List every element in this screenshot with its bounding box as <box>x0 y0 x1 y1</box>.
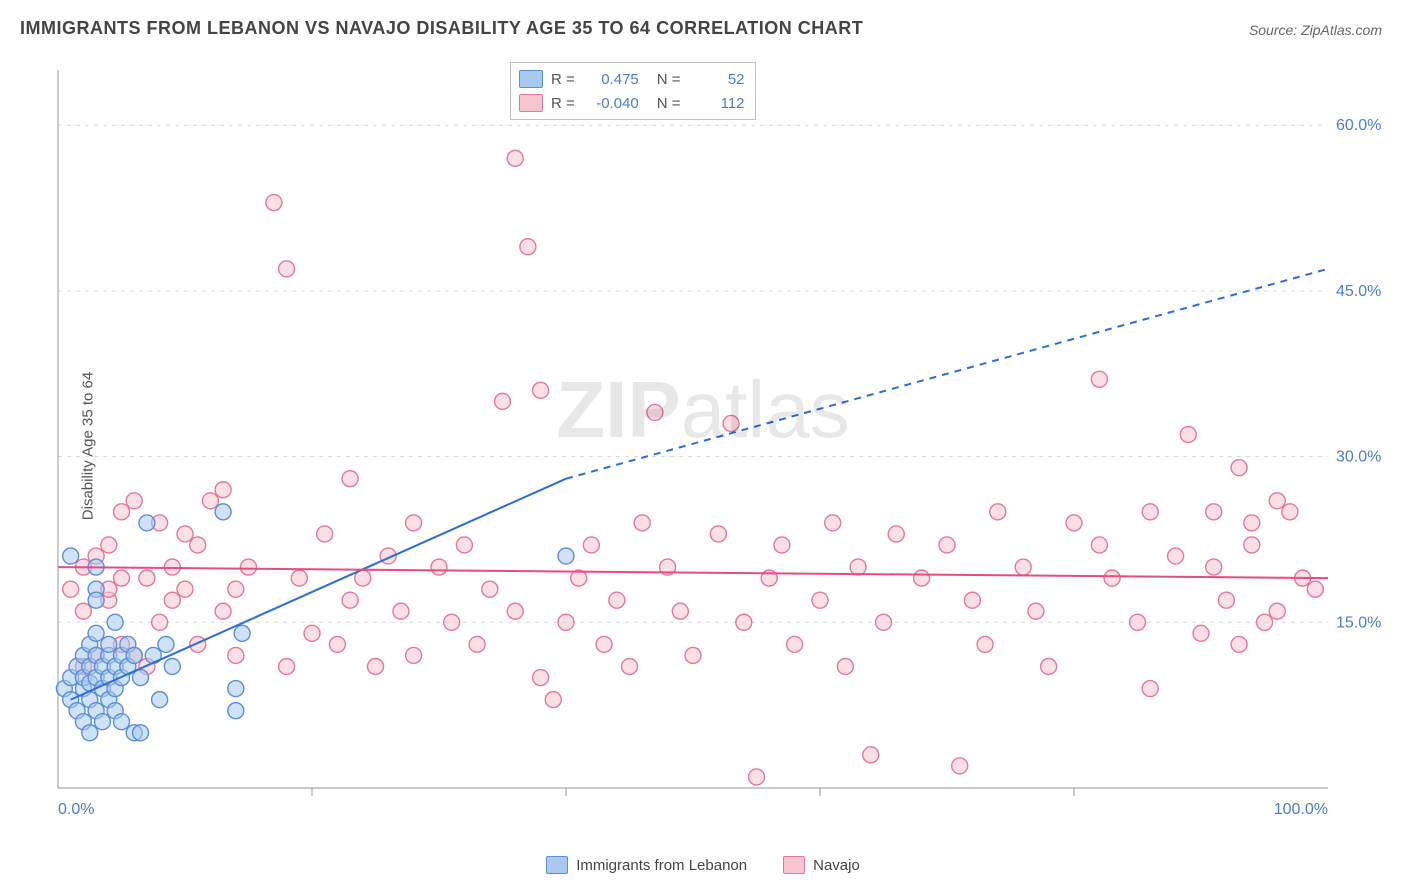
svg-text:0.0%: 0.0% <box>58 801 94 818</box>
stat-r-label: R = <box>551 71 575 88</box>
swatch-icon <box>783 856 805 874</box>
svg-text:100.0%: 100.0% <box>1274 801 1328 818</box>
swatch-icon <box>519 70 543 88</box>
stats-row: R = 0.475 N = 52 <box>519 67 745 91</box>
swatch-icon <box>519 94 543 112</box>
stats-row: R = -0.040 N = 112 <box>519 91 745 115</box>
legend-item: Navajo <box>783 856 860 874</box>
legend-label: Immigrants from Lebanon <box>576 857 747 874</box>
svg-text:30.0%: 30.0% <box>1336 449 1381 466</box>
stat-r-value: -0.040 <box>583 95 639 112</box>
legend-label: Navajo <box>813 857 860 874</box>
stat-n-value: 112 <box>689 95 745 112</box>
svg-text:15.0%: 15.0% <box>1336 614 1381 631</box>
stat-n-label: N = <box>657 71 681 88</box>
stat-r-value: 0.475 <box>583 71 639 88</box>
stat-n-label: N = <box>657 95 681 112</box>
svg-text:45.0%: 45.0% <box>1336 283 1381 300</box>
legend-item: Immigrants from Lebanon <box>546 856 747 874</box>
swatch-icon <box>546 856 568 874</box>
source-label: Source: ZipAtlas.com <box>1249 22 1382 38</box>
scatter-plot: 15.0% 30.0% 45.0% 60.0% 0.0% 100.0% <box>48 58 1388 848</box>
svg-text:60.0%: 60.0% <box>1336 117 1381 134</box>
stat-n-value: 52 <box>689 71 745 88</box>
series-legend: Immigrants from Lebanon Navajo <box>0 856 1406 878</box>
stat-r-label: R = <box>551 95 575 112</box>
chart-title: IMMIGRANTS FROM LEBANON VS NAVAJO DISABI… <box>20 18 863 39</box>
stats-legend: R = 0.475 N = 52 R = -0.040 N = 112 <box>510 62 756 120</box>
